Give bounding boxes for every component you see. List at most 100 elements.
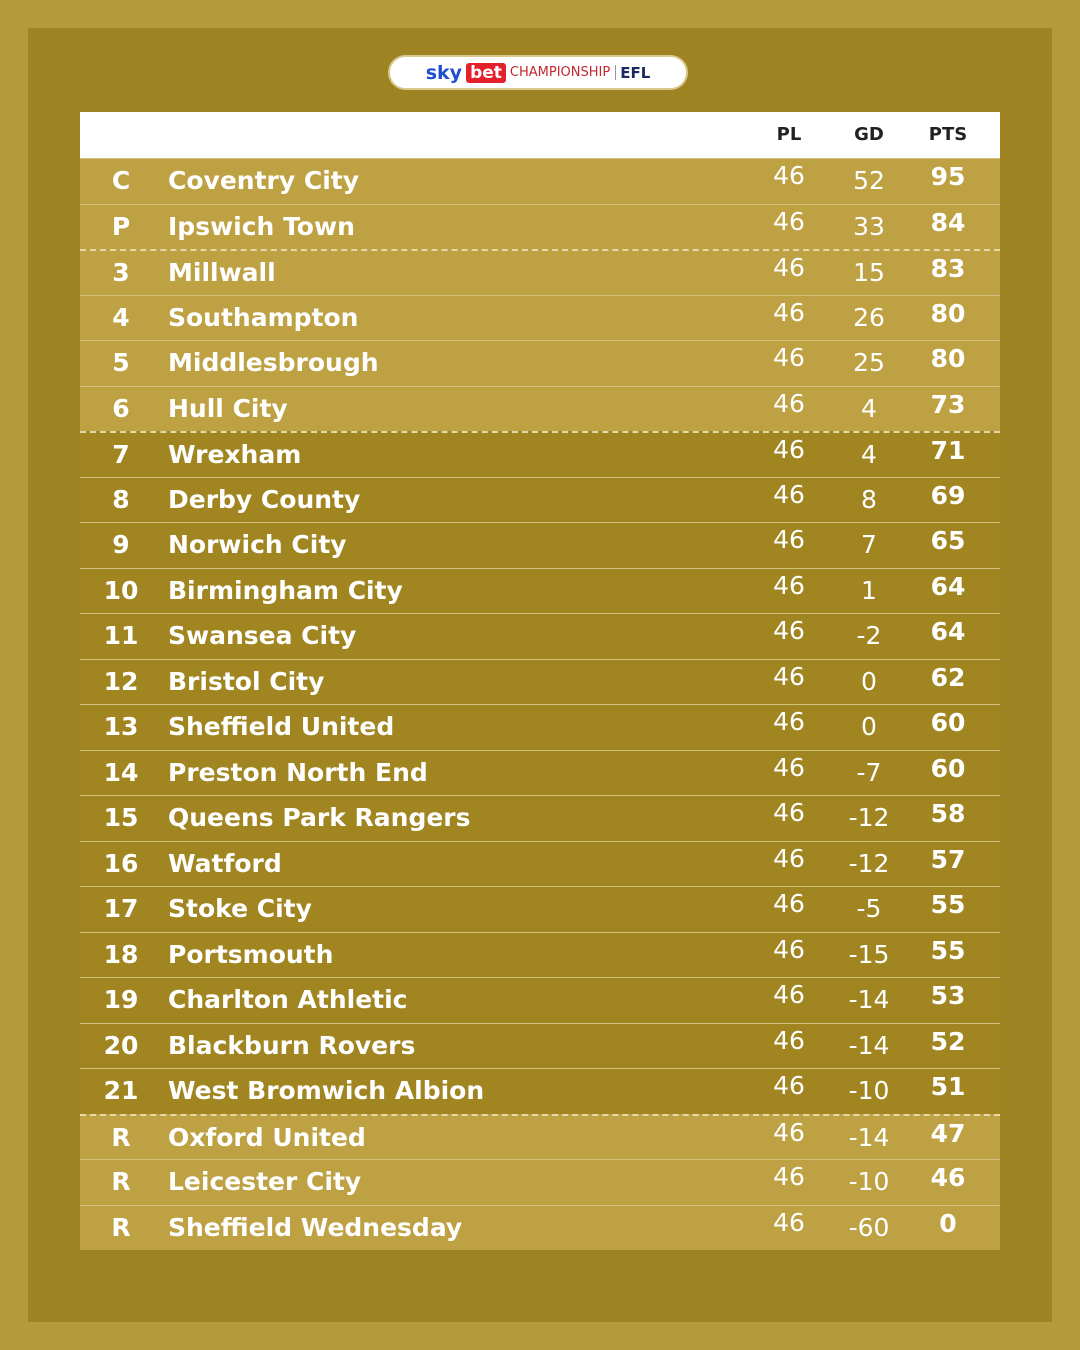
table-row: 5 Middlesbrough 46 25 80 <box>80 340 1000 386</box>
logo-bet: bet <box>466 62 506 83</box>
position: 19 <box>103 985 139 1014</box>
position: 11 <box>103 621 139 650</box>
stat-gd: 7 <box>861 530 877 559</box>
stat-gd: -12 <box>848 848 890 878</box>
team-name: Middlesbrough <box>168 348 379 377</box>
stat-pts: 65 <box>930 526 966 555</box>
team-name: Watford <box>168 848 282 878</box>
stat-gd: -10 <box>848 1167 890 1196</box>
position: 13 <box>103 712 139 741</box>
table-row: 6 Hull City 46 4 73 <box>80 385 1000 431</box>
stat-pl: 46 <box>773 435 805 464</box>
stat-gd: -5 <box>856 894 882 923</box>
table-row: 18 Portsmouth 46 -15 55 <box>80 931 1000 977</box>
stat-pl: 46 <box>773 889 805 918</box>
stat-gd: 8 <box>861 484 877 514</box>
stat-gd: 15 <box>853 258 885 287</box>
team-name: Southampton <box>168 302 359 332</box>
table-row: 17 Stoke City 46 -5 55 <box>80 886 1000 932</box>
stat-pl: 46 <box>773 343 805 372</box>
position: C <box>111 166 131 195</box>
team-name: Swansea City <box>168 621 357 650</box>
team-name: Coventry City <box>168 166 360 195</box>
team-name: West Bromwich Albion <box>168 1076 485 1105</box>
stat-gd: -7 <box>856 757 882 787</box>
table-row: 13 Sheffield United 46 0 60 <box>80 704 1000 750</box>
stat-pts: 53 <box>930 981 966 1010</box>
table-row: P Ipswich Town 46 33 84 <box>80 203 1000 249</box>
stat-pl: 46 <box>773 1025 805 1055</box>
team-name: Stoke City <box>168 894 312 923</box>
stat-pts: 47 <box>930 1118 966 1148</box>
stat-gd: -60 <box>848 1212 890 1242</box>
stat-pl: 46 <box>773 570 805 600</box>
stat-gd: -12 <box>848 803 890 832</box>
stat-pl: 46 <box>773 752 805 782</box>
table-row: 9 Norwich City 46 7 65 <box>80 522 1000 568</box>
team-name: Queens Park Rangers <box>168 803 471 832</box>
stat-pts: 57 <box>930 844 966 874</box>
stat-gd: 26 <box>853 302 885 332</box>
stat-pl: 46 <box>773 1162 805 1191</box>
stat-pts: 55 <box>930 935 966 965</box>
stat-pts: 84 <box>930 207 966 237</box>
stat-gd: 25 <box>853 348 885 377</box>
stat-pl: 46 <box>773 661 805 691</box>
stat-pl: 46 <box>773 843 805 873</box>
stat-pl: 46 <box>773 980 805 1009</box>
table-row: 15 Queens Park Rangers 46 -12 58 <box>80 795 1000 841</box>
table-row: 21 West Bromwich Albion 46 -10 51 <box>80 1068 1000 1114</box>
table-row: 20 Blackburn Rovers 46 -14 52 <box>80 1022 1000 1068</box>
team-name: Millwall <box>168 258 276 287</box>
column-header: PL <box>776 124 802 145</box>
position: 15 <box>103 803 139 832</box>
logo-sky: sky <box>425 61 463 84</box>
position: 18 <box>103 939 139 969</box>
stat-pts: 62 <box>930 662 966 692</box>
stat-gd: 0 <box>861 666 877 696</box>
team-name: Derby County <box>168 484 361 514</box>
stat-gd: 4 <box>861 393 877 423</box>
position: 8 <box>112 484 130 514</box>
table-row: 7 Wrexham 46 4 71 <box>80 431 1000 477</box>
stat-pts: 80 <box>930 298 966 328</box>
team-name: Leicester City <box>168 1167 362 1196</box>
table-row: 4 Southampton 46 26 80 <box>80 294 1000 340</box>
stat-pts: 80 <box>930 344 966 373</box>
stat-pts: 55 <box>930 890 966 919</box>
position: 9 <box>112 530 130 559</box>
stat-pl: 46 <box>773 388 805 418</box>
team-name: Sheffield United <box>168 712 395 741</box>
stat-pts: 58 <box>930 799 966 828</box>
position: R <box>111 1212 131 1242</box>
team-name: Sheffield Wednesday <box>168 1212 463 1242</box>
table-row: 11 Swansea City 46 -2 64 <box>80 613 1000 659</box>
logo-league: EFL <box>620 63 651 82</box>
logo: sky bet CHAMPIONSHIP EFL <box>390 57 686 88</box>
stat-gd: -14 <box>848 1122 890 1152</box>
stat-pl: 46 <box>773 934 805 964</box>
stat-gd: 52 <box>853 166 885 195</box>
stat-gd: -15 <box>848 939 890 969</box>
position: P <box>111 211 131 241</box>
stat-pts: 71 <box>930 436 966 465</box>
table-row: 19 Charlton Athletic 46 -14 53 <box>80 977 1000 1023</box>
stat-pl: 46 <box>773 253 805 282</box>
stat-pl: 46 <box>773 798 805 827</box>
stat-pl: 46 <box>773 616 805 645</box>
team-name: Norwich City <box>168 530 347 559</box>
stat-pl: 46 <box>773 1071 805 1100</box>
team-name: Preston North End <box>168 757 428 787</box>
stat-pl: 46 <box>773 161 805 190</box>
league-table: PL GD PTS C Coventry City 46 52 95 P Ipswich Tow… <box>80 112 1000 1250</box>
stat-pts: 95 <box>930 162 966 191</box>
team-name: Charlton Athletic <box>168 985 408 1014</box>
position: 6 <box>112 393 130 423</box>
stat-gd: -2 <box>856 621 882 650</box>
table-row: 10 Birmingham City 46 1 64 <box>80 567 1000 613</box>
team-name: Wrexham <box>168 440 302 469</box>
stat-pl: 46 <box>773 479 805 509</box>
stat-pl: 46 <box>773 297 805 327</box>
stat-gd: -10 <box>848 1076 890 1105</box>
table-row: 16 Watford 46 -12 57 <box>80 840 1000 886</box>
